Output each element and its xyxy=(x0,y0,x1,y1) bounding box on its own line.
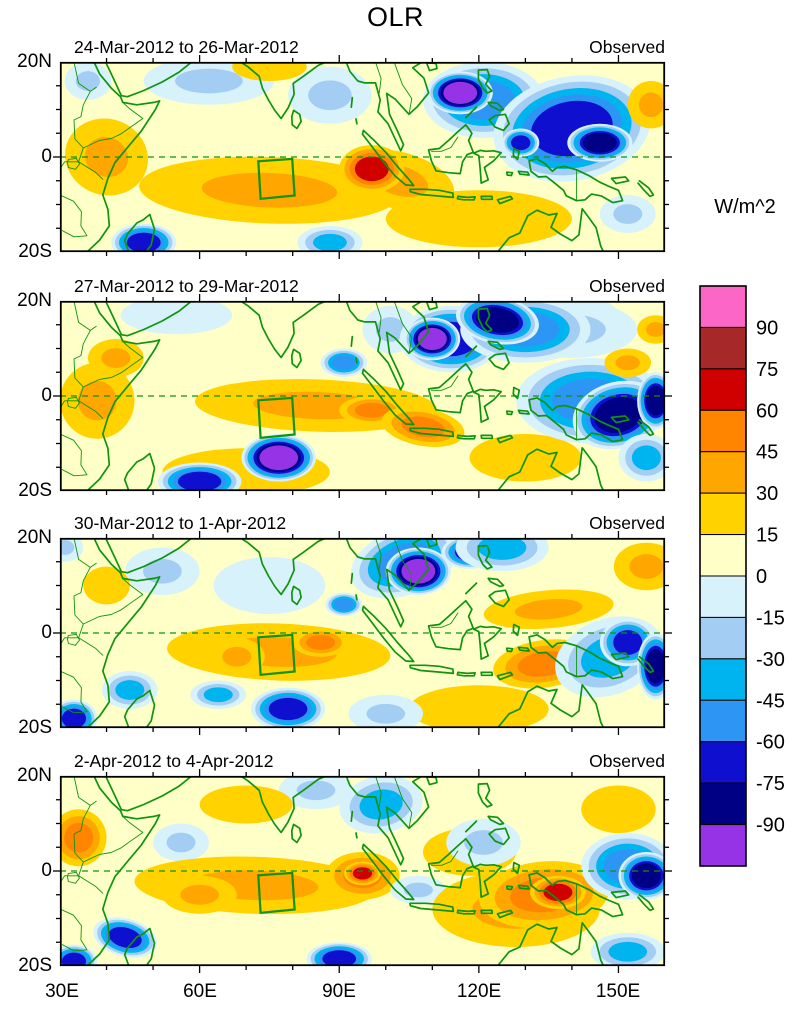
svg-text:60: 60 xyxy=(756,400,778,422)
svg-text:-30: -30 xyxy=(756,649,785,671)
x-tick-60e: 60E xyxy=(183,981,217,1002)
map-panel-2 xyxy=(53,294,672,498)
x-tick-150e: 150E xyxy=(595,981,641,1002)
y-tick-0: 0 xyxy=(41,146,52,167)
figure-title: OLR xyxy=(366,2,425,32)
y-tick-20s: 20S xyxy=(18,241,52,262)
panel-2-header: 27-Mar-2012 to 29-Mar-2012 Observed xyxy=(60,276,665,298)
panel-3-date-range: 30-Mar-2012 to 1-Apr-2012 xyxy=(74,513,287,533)
svg-text:30: 30 xyxy=(756,483,778,505)
x-tick-120e: 120E xyxy=(456,981,502,1002)
svg-text:-60: -60 xyxy=(756,732,785,754)
colorbar: 90 75 60 45 30 15 0 -15 -30 -45 -60 -75 -90 xyxy=(699,285,785,867)
y-tick-20n: 20N xyxy=(17,527,52,548)
panel-4-date-range: 2-Apr-2012 to 4-Apr-2012 xyxy=(74,751,274,771)
svg-text:-75: -75 xyxy=(756,773,785,795)
map-panel-4 xyxy=(53,769,672,973)
panel-4-source-label: Observed xyxy=(589,751,665,771)
panel-1-source-label: Observed xyxy=(589,37,665,57)
panel-2-source-label: Observed xyxy=(589,276,665,296)
map-panel-1 xyxy=(53,55,672,259)
svg-text:45: 45 xyxy=(756,442,778,464)
y-tick-20s: 20S xyxy=(18,480,52,501)
colorbar-units-label: W/m^2 xyxy=(714,196,776,218)
x-tick-30e: 30E xyxy=(45,981,79,1002)
y-tick-0: 0 xyxy=(41,622,52,643)
svg-text:-45: -45 xyxy=(756,690,785,712)
svg-text:15: 15 xyxy=(756,525,778,547)
y-tick-20s: 20S xyxy=(18,717,52,738)
panel-1-header: 24-Mar-2012 to 26-Mar-2012 Observed xyxy=(60,37,665,59)
svg-text:75: 75 xyxy=(756,359,778,381)
panel-4-header: 2-Apr-2012 to 4-Apr-2012 Observed xyxy=(60,751,665,773)
x-tick-90e: 90E xyxy=(322,981,356,1002)
svg-text:90: 90 xyxy=(756,317,778,339)
svg-text:-90: -90 xyxy=(756,815,785,837)
y-tick-20n: 20N xyxy=(17,290,52,311)
panel-1-date-range: 24-Mar-2012 to 26-Mar-2012 xyxy=(74,37,299,57)
y-tick-0: 0 xyxy=(41,385,52,406)
y-tick-0: 0 xyxy=(41,860,52,881)
svg-text:0: 0 xyxy=(756,566,767,588)
panel-3-source-label: Observed xyxy=(589,513,665,533)
y-tick-20s: 20S xyxy=(18,955,52,976)
svg-text:-15: -15 xyxy=(756,607,785,629)
y-tick-20n: 20N xyxy=(17,765,52,786)
panel-2-date-range: 27-Mar-2012 to 29-Mar-2012 xyxy=(74,276,299,296)
y-tick-20n: 20N xyxy=(17,51,52,72)
map-panel-3 xyxy=(53,531,672,735)
panel-3-header: 30-Mar-2012 to 1-Apr-2012 Observed xyxy=(60,513,665,535)
